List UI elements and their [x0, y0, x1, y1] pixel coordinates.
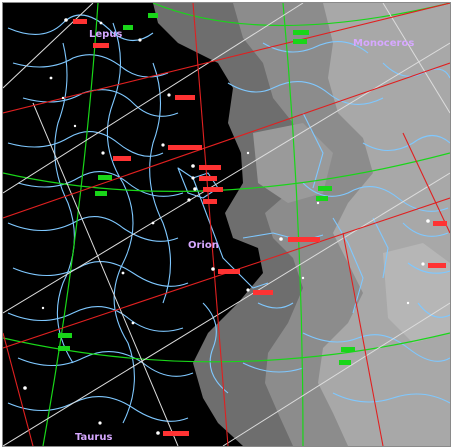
coordinate-grid [3, 3, 450, 446]
grid-white-5 [222, 302, 450, 446]
star [191, 164, 195, 168]
star [246, 151, 250, 155]
grid-white-6 [32, 102, 179, 446]
star [279, 237, 283, 241]
grid-tag [316, 196, 328, 201]
constellation-label-taurus: Taurus [75, 432, 112, 443]
grid-tag [58, 333, 72, 338]
star-name-tag [428, 263, 446, 268]
red-meridian-1 [3, 332, 34, 446]
grid-green-meridian-1 [42, 3, 99, 446]
star [191, 176, 195, 180]
star-name-tag [288, 237, 320, 242]
star [246, 288, 250, 292]
star [301, 276, 305, 280]
grid-tag [95, 191, 107, 196]
star [426, 219, 430, 223]
star [73, 124, 77, 128]
star [23, 386, 27, 390]
star-name-tag [175, 95, 195, 100]
grid-tag [341, 347, 355, 352]
star-name-tag [253, 290, 273, 295]
star [99, 21, 103, 25]
star [151, 221, 155, 225]
star-name-tag [93, 43, 109, 48]
stars [23, 18, 430, 435]
grid-tag [98, 175, 112, 180]
star [101, 151, 105, 155]
star-name-tag [203, 187, 223, 192]
ecliptic-1 [3, 3, 450, 114]
grid-tag [318, 186, 332, 191]
red-meridian-4 [342, 232, 384, 446]
star-name-tag [203, 199, 217, 204]
star-name-tag [113, 156, 131, 161]
star [211, 267, 215, 271]
star [131, 321, 135, 325]
constellation-label-orion: Orion [188, 240, 219, 251]
red-meridian-2 [192, 3, 229, 446]
grid-labels [58, 13, 355, 365]
grid-white-7 [382, 3, 450, 114]
grid-white-2 [3, 3, 304, 194]
grid-tag [339, 360, 351, 365]
star [161, 143, 165, 147]
constellation-label-monoceros: Monoceros [353, 38, 414, 49]
grid-tag [293, 30, 309, 35]
star [193, 187, 197, 191]
star [421, 262, 425, 266]
milky-way-patch [253, 123, 333, 203]
star [138, 38, 142, 42]
star-name-tag [163, 431, 189, 436]
grid-green-arc-1 [152, 3, 450, 27]
constellation-lines [7, 14, 450, 424]
star-name-tag [218, 269, 240, 274]
star-name-tag [73, 19, 87, 24]
star [121, 271, 125, 275]
star-name-tag [199, 165, 221, 170]
star [406, 301, 410, 305]
constellation-label-lepus: Lepus [89, 29, 122, 40]
grid-white-1 [3, 3, 94, 89]
red-meridian-3 [402, 132, 450, 234]
star-name-tag [433, 221, 447, 226]
ecliptic-2 [3, 62, 450, 219]
star [61, 96, 65, 100]
sky-chart[interactable]: Lepus Monoceros Orion Taurus [3, 3, 450, 446]
star-name-tag [199, 176, 217, 181]
grid-tag [58, 346, 70, 351]
grid-green-meridian-2 [282, 3, 304, 446]
star [316, 201, 320, 205]
grid-white-3 [3, 42, 450, 314]
grid-tag [293, 39, 307, 44]
star [156, 431, 160, 435]
star [49, 76, 53, 80]
star-labels [73, 19, 447, 436]
star [167, 93, 171, 97]
grid-tag [148, 13, 158, 18]
star-name-tag [168, 145, 202, 150]
star [41, 306, 45, 310]
star [64, 18, 68, 22]
grid-white-4 [3, 172, 450, 446]
star [187, 198, 191, 202]
grid-tag [123, 25, 133, 30]
star [98, 421, 102, 425]
